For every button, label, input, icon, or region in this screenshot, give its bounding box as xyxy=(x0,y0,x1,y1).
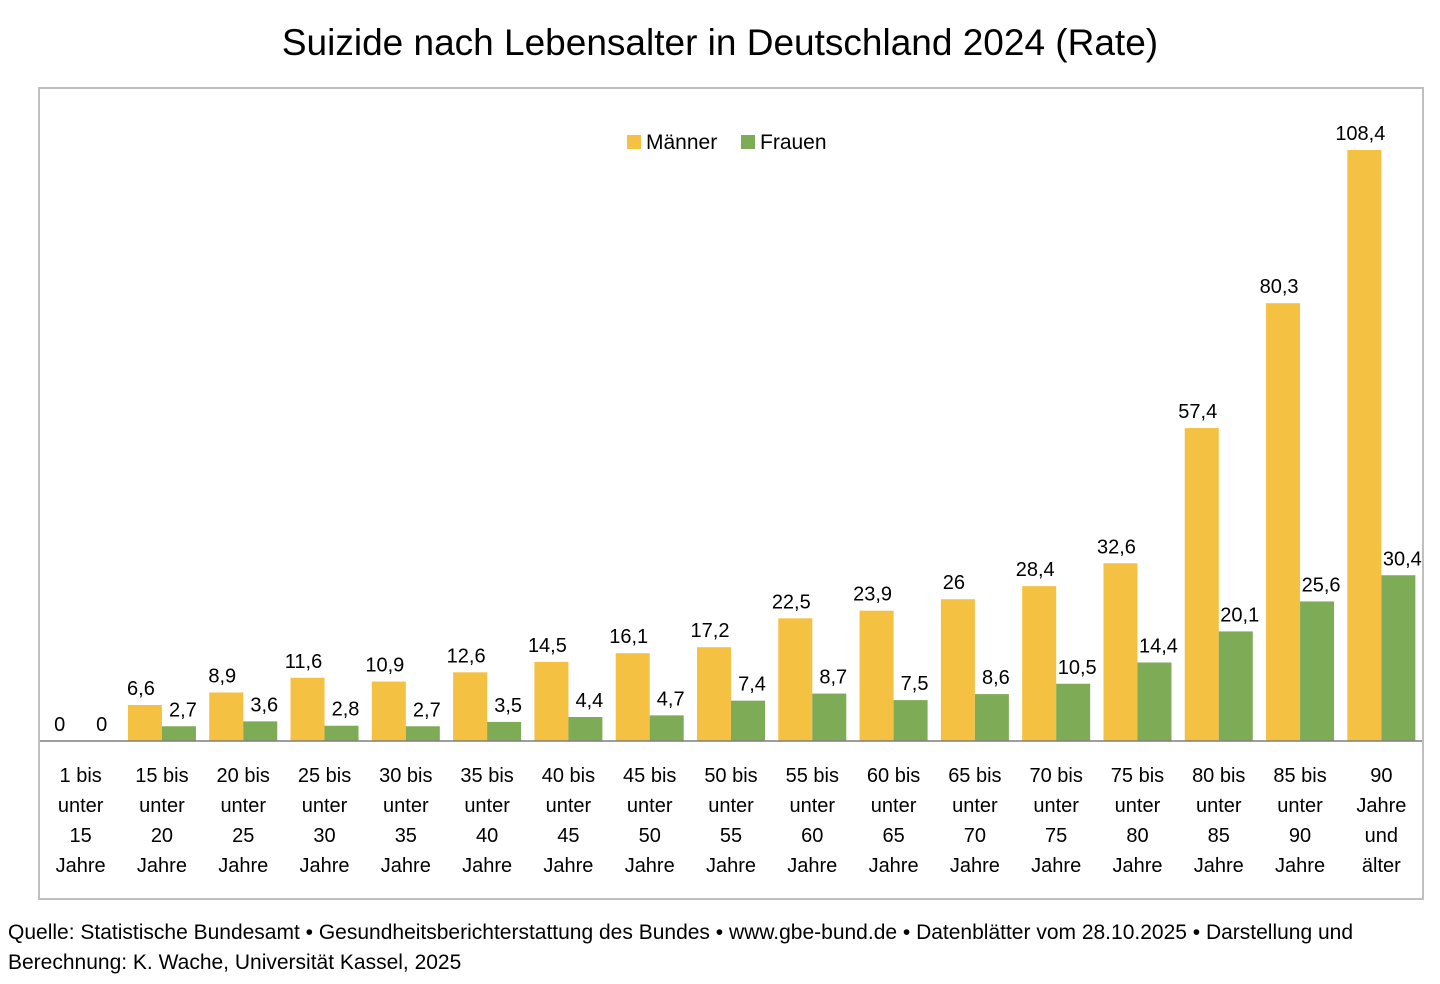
bar-frauen-7 xyxy=(649,715,684,741)
bar-mnner-14 xyxy=(1184,428,1219,741)
data-label-mnner-6: 14,5 xyxy=(528,635,567,657)
bar-frauen-9 xyxy=(812,693,847,741)
legend-swatch-mnner xyxy=(627,135,641,149)
x-tick-label-16: 90 Jahre und älter xyxy=(1356,765,1406,877)
data-label-frauen-3: 2,8 xyxy=(332,699,360,721)
data-label-frauen-8: 7,4 xyxy=(738,674,766,696)
data-label-mnner-2: 8,9 xyxy=(208,665,236,687)
x-tick-label-12: 70 bis unter 75 Jahre xyxy=(1029,765,1082,877)
data-label-mnner-10: 23,9 xyxy=(853,584,892,606)
bar-chart: 0 6,6 8,9 11,6 10,9 12,6 14,5 16,1 17,2 22,5 23,9 2… xyxy=(40,123,1422,877)
bar-mnner-15 xyxy=(1266,303,1301,741)
data-label-frauen-6: 4,4 xyxy=(576,690,604,712)
x-tick-label-8: 50 bis unter 55 Jahre xyxy=(704,765,757,877)
data-label-frauen-10: 7,5 xyxy=(901,673,929,695)
bar-frauen-15 xyxy=(1300,601,1335,741)
bar-mnner-6 xyxy=(534,661,569,741)
bar-mnner-12 xyxy=(1022,586,1057,741)
bar-mnner-4 xyxy=(371,681,406,741)
data-label-mnner-7: 16,1 xyxy=(609,626,648,648)
data-label-frauen-11: 8,6 xyxy=(982,667,1010,689)
data-label-frauen-7: 4,7 xyxy=(657,688,685,710)
bar-mnner-1 xyxy=(127,705,162,741)
x-tick-label-1: 15 bis unter 20 Jahre xyxy=(135,765,188,877)
bar-mnner-5 xyxy=(453,672,488,741)
x-tick-label-15: 85 bis unter 90 Jahre xyxy=(1273,765,1326,877)
data-label-frauen-14: 20,1 xyxy=(1220,604,1259,626)
bar-frauen-10 xyxy=(893,700,928,741)
x-tick-label-13: 75 bis unter 80 Jahre xyxy=(1111,765,1164,877)
bar-frauen-13 xyxy=(1137,662,1172,741)
x-tick-label-3: 25 bis unter 30 Jahre xyxy=(298,765,351,877)
data-label-mnner-1: 6,6 xyxy=(127,678,155,700)
bar-mnner-16 xyxy=(1347,150,1382,741)
bar-frauen-11 xyxy=(974,694,1009,741)
bar-frauen-1 xyxy=(161,726,196,741)
data-label-mnner-15: 80,3 xyxy=(1260,276,1299,298)
x-tick-label-5: 35 bis unter 40 Jahre xyxy=(460,765,513,877)
data-label-mnner-0: 0 xyxy=(54,714,65,736)
legend-label-mnner: Männer xyxy=(646,131,717,154)
bar-frauen-4 xyxy=(405,726,440,741)
bar-frauen-12 xyxy=(1056,683,1091,741)
bar-frauen-5 xyxy=(487,721,522,741)
bar-mnner-13 xyxy=(1103,563,1138,741)
bar-mnner-10 xyxy=(859,610,894,741)
bar-frauen-3 xyxy=(324,725,359,741)
data-label-mnner-9: 22,5 xyxy=(772,591,811,613)
data-label-mnner-11: 26 xyxy=(943,572,965,594)
chart-title: Suizide nach Lebensalter in Deutschland … xyxy=(281,22,1159,63)
data-label-frauen-0: 0 xyxy=(96,714,107,736)
data-label-frauen-15: 25,6 xyxy=(1302,574,1341,596)
bar-mnner-2 xyxy=(209,692,244,741)
x-tick-label-6: 40 bis unter 45 Jahre xyxy=(542,765,595,877)
data-label-mnner-12: 28,4 xyxy=(1016,559,1055,581)
data-label-mnner-4: 10,9 xyxy=(365,655,404,677)
bar-frauen-16 xyxy=(1381,575,1416,741)
bar-frauen-14 xyxy=(1218,631,1253,741)
data-label-mnner-13: 32,6 xyxy=(1097,536,1136,558)
x-tick-label-9: 55 bis unter 60 Jahre xyxy=(786,765,839,877)
x-tick-label-10: 60 bis unter 65 Jahre xyxy=(867,765,920,877)
data-label-mnner-8: 17,2 xyxy=(691,620,730,642)
data-label-mnner-5: 12,6 xyxy=(447,645,486,667)
data-label-frauen-5: 3,5 xyxy=(494,695,522,717)
data-label-frauen-16: 30,4 xyxy=(1383,548,1422,570)
x-tick-label-14: 80 bis unter 85 Jahre xyxy=(1192,765,1245,877)
legend-label-frauen: Frauen xyxy=(760,131,827,154)
data-label-mnner-16: 108,4 xyxy=(1335,123,1385,145)
bar-mnner-11 xyxy=(940,599,975,741)
data-label-frauen-2: 3,6 xyxy=(250,694,278,716)
x-tick-label-2: 20 bis unter 25 Jahre xyxy=(217,765,270,877)
bar-mnner-9 xyxy=(778,618,813,741)
data-label-frauen-13: 14,4 xyxy=(1139,635,1178,657)
bar-mnner-8 xyxy=(697,647,731,741)
x-tick-label-0: 1 bis unter 15 Jahre xyxy=(56,765,106,877)
data-label-frauen-9: 8,7 xyxy=(819,667,847,689)
x-tick-label-7: 45 bis unter 50 Jahre xyxy=(623,765,676,877)
bar-frauen-8 xyxy=(731,700,765,741)
bar-frauen-2 xyxy=(243,721,278,741)
legend-swatch-frauen xyxy=(741,135,755,149)
x-tick-label-11: 65 bis unter 70 Jahre xyxy=(948,765,1001,877)
data-label-frauen-4: 2,7 xyxy=(413,699,441,721)
x-tick-label-4: 30 bis unter 35 Jahre xyxy=(379,765,432,877)
bar-mnner-7 xyxy=(615,653,650,741)
data-label-frauen-1: 2,7 xyxy=(169,699,197,721)
data-label-mnner-14: 57,4 xyxy=(1178,401,1217,423)
chart-area-frame xyxy=(38,87,1424,900)
bar-frauen-6 xyxy=(568,717,603,741)
data-label-mnner-3: 11,6 xyxy=(285,651,322,673)
data-label-frauen-12: 10,5 xyxy=(1058,657,1097,679)
bar-mnner-3 xyxy=(290,677,325,741)
source-note: Quelle: Statistische Bundesamt • Gesundh… xyxy=(8,921,1354,974)
